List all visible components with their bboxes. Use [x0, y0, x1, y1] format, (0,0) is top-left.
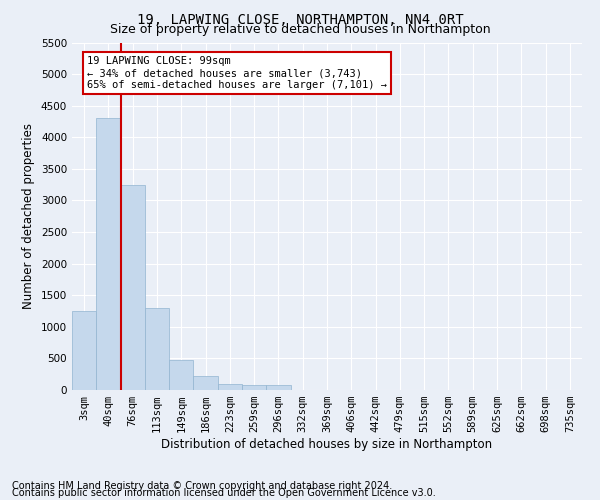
Bar — [242, 386, 266, 390]
Text: Contains HM Land Registry data © Crown copyright and database right 2024.: Contains HM Land Registry data © Crown c… — [12, 481, 392, 491]
Text: Contains public sector information licensed under the Open Government Licence v3: Contains public sector information licen… — [12, 488, 436, 498]
X-axis label: Distribution of detached houses by size in Northampton: Distribution of detached houses by size … — [161, 438, 493, 451]
Bar — [266, 386, 290, 390]
Bar — [193, 376, 218, 390]
Text: Size of property relative to detached houses in Northampton: Size of property relative to detached ho… — [110, 22, 490, 36]
Y-axis label: Number of detached properties: Number of detached properties — [22, 123, 35, 309]
Bar — [96, 118, 121, 390]
Text: 19 LAPWING CLOSE: 99sqm
← 34% of detached houses are smaller (3,743)
65% of semi: 19 LAPWING CLOSE: 99sqm ← 34% of detache… — [88, 56, 388, 90]
Bar — [145, 308, 169, 390]
Bar — [218, 384, 242, 390]
Text: 19, LAPWING CLOSE, NORTHAMPTON, NN4 0RT: 19, LAPWING CLOSE, NORTHAMPTON, NN4 0RT — [137, 12, 463, 26]
Bar — [121, 184, 145, 390]
Bar — [169, 360, 193, 390]
Bar — [72, 311, 96, 390]
